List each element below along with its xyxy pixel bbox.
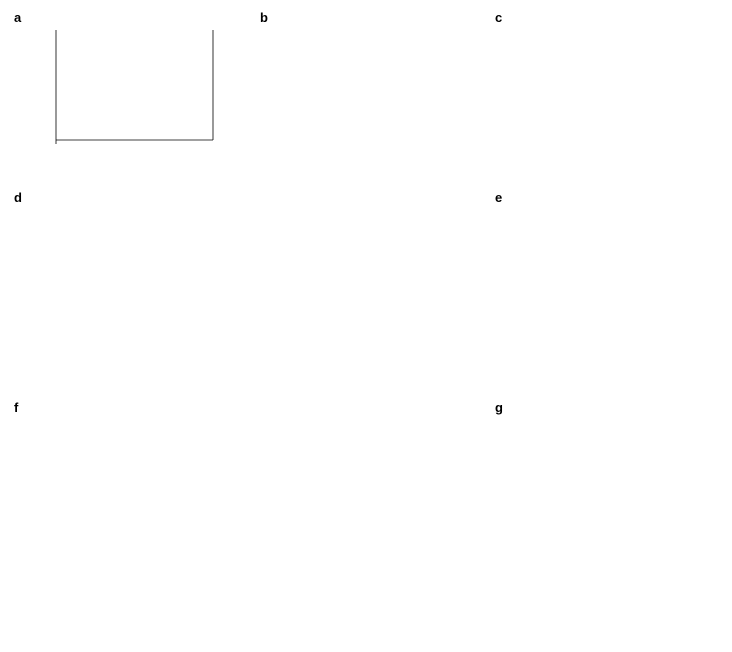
chart-b — [265, 20, 475, 180]
chart-c — [498, 20, 718, 180]
chart-e — [498, 200, 718, 375]
chart-d — [18, 200, 478, 375]
diagram-f — [18, 410, 478, 640]
chart-a — [18, 20, 243, 180]
chart-g — [498, 410, 718, 600]
